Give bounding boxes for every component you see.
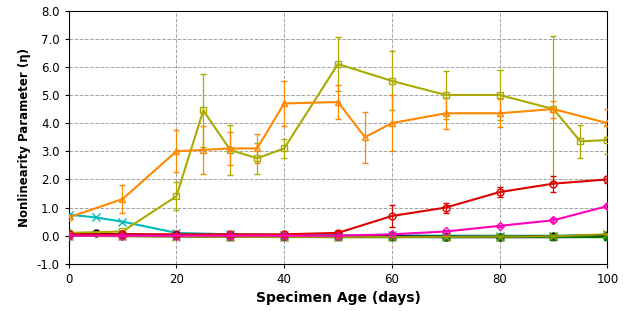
X-axis label: Specimen Age (days): Specimen Age (days) — [256, 291, 421, 305]
Y-axis label: Nonlinearity Parameter (η): Nonlinearity Parameter (η) — [18, 48, 31, 227]
